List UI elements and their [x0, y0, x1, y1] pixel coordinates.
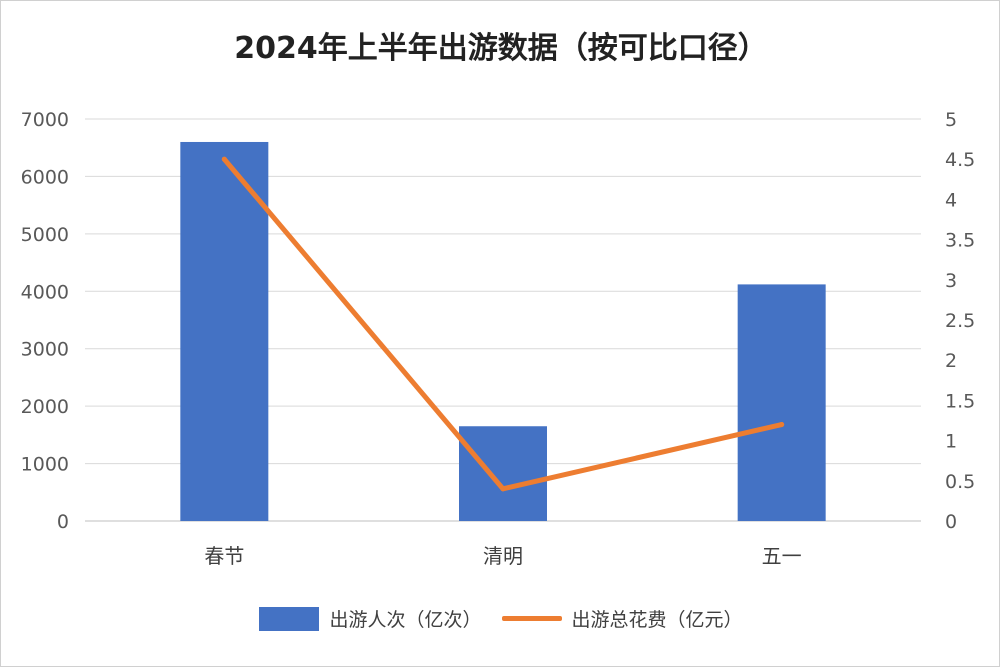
y-left-tick-label: 0	[57, 511, 69, 533]
y-right-tick-label: 0	[945, 511, 957, 533]
legend-item-line: 出游总花费（亿元）	[501, 605, 743, 632]
y-right-tick-label: 3	[945, 270, 957, 292]
x-tick-label: 五一	[762, 544, 802, 568]
bar	[459, 426, 547, 521]
y-right-tick-label: 1.5	[945, 390, 975, 412]
bar	[180, 141, 269, 521]
y-right-tick-label: 4.5	[945, 149, 975, 171]
y-left-tick-label: 4000	[21, 281, 69, 303]
legend-swatch-bar	[259, 606, 320, 631]
x-tick-label: 清明	[483, 544, 523, 568]
chart-title: 2024年上半年出游数据（按可比口径）	[234, 31, 768, 66]
y-right-tick-label: 5	[945, 109, 957, 131]
line-point	[221, 156, 227, 162]
y-left-tick-label: 2000	[21, 396, 69, 418]
legend-label-bar: 出游人次（亿次）	[329, 609, 482, 631]
legend-label-line: 出游总花费（亿元）	[571, 609, 743, 631]
y-left-tick-label: 5000	[21, 224, 69, 246]
legend-item-bar: 出游人次（亿次）	[259, 605, 482, 632]
y-right-tick-label: 2	[945, 350, 957, 372]
y-right-tick-label: 4	[945, 189, 957, 211]
y-left-tick-label: 1000	[21, 454, 69, 476]
y-right-tick-label: 3.5	[945, 230, 975, 252]
x-tick-label: 春节	[204, 544, 244, 568]
legend: 出游人次（亿次） 出游总花费（亿元）	[1, 605, 1000, 632]
y-right-tick-label: 1	[945, 431, 957, 453]
y-left-tick-label: 7000	[21, 109, 69, 131]
y-right-tick-label: 2.5	[945, 310, 975, 332]
legend-swatch-line	[501, 616, 562, 621]
bar	[737, 284, 826, 521]
y-left-tick-label: 6000	[21, 166, 69, 188]
y-left-tick-label: 3000	[21, 339, 69, 361]
line-point	[779, 422, 785, 428]
y-right-tick-label: 0.5	[945, 471, 975, 493]
line-point	[500, 486, 506, 492]
